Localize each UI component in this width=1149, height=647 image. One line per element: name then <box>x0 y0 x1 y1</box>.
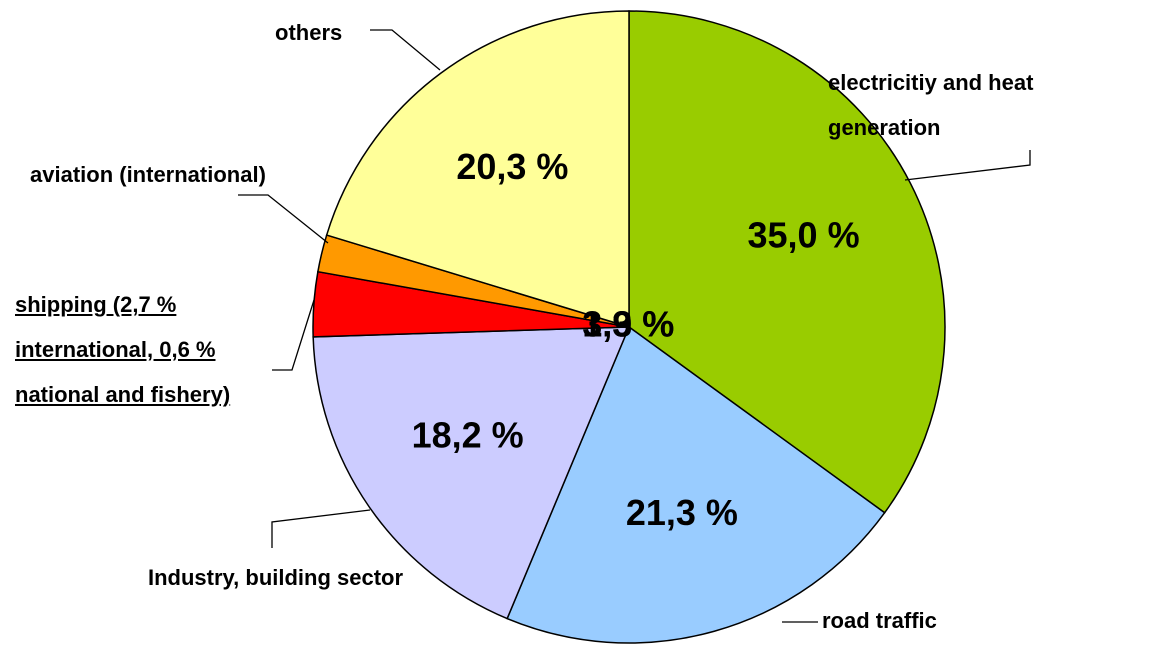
value-label: 3,3 % <box>582 303 674 344</box>
category-label: Industry, building sector <box>148 565 404 590</box>
value-label: 1,9 % <box>582 303 674 344</box>
leader-line <box>370 29 441 71</box>
pie-slice <box>325 10 630 329</box>
category-label: road traffic <box>822 608 937 633</box>
leader-line <box>272 299 315 371</box>
value-label: 20,3 % <box>456 146 568 187</box>
value-label: 21,3 % <box>626 492 738 533</box>
pie-slice <box>506 325 886 644</box>
category-label: electricitiy and heat generation <box>828 70 1034 140</box>
pie-slice <box>628 10 946 514</box>
category-label: shipping (2,7 % international, 0,6 % nat… <box>15 292 231 407</box>
category-label: others <box>275 20 343 45</box>
value-label: 18,2 % <box>412 415 524 456</box>
leader-line <box>271 509 371 548</box>
leader-line <box>238 194 329 244</box>
leader-line <box>904 150 1031 181</box>
value-label: 35,0 % <box>748 215 860 256</box>
pie-slice <box>312 326 631 620</box>
category-label: aviation (international) <box>30 162 266 187</box>
